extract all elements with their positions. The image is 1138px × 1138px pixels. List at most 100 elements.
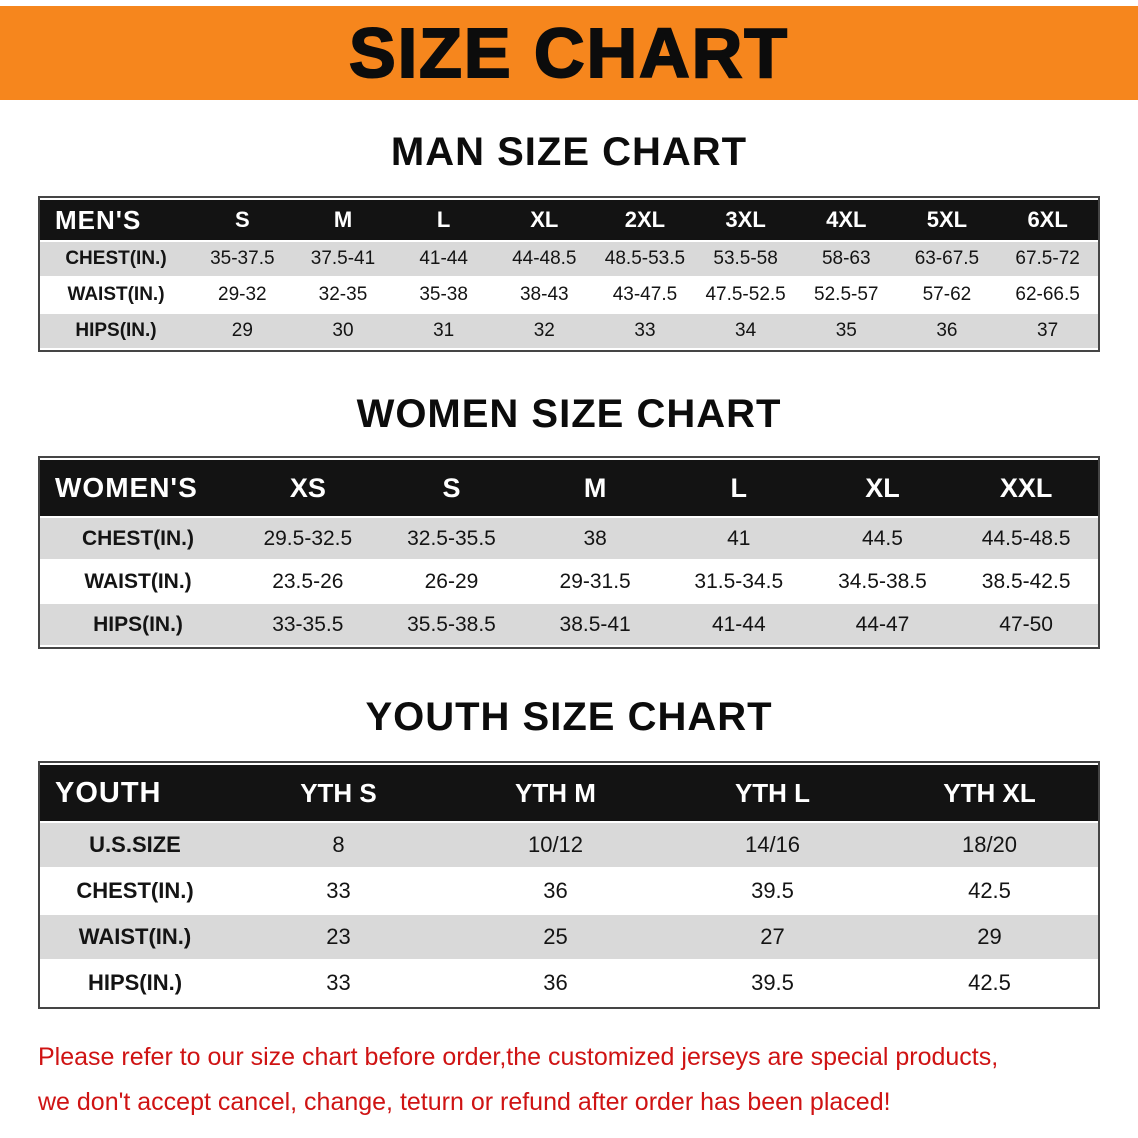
size-value-cell: 41 xyxy=(666,518,811,559)
size-value-cell: 52.5-57 xyxy=(795,278,897,312)
size-value-cell: 23.5-26 xyxy=(236,561,380,602)
measurement-row: HIPS(IN.) 29 30 31 32 33 34 35 36 37 xyxy=(40,314,1098,348)
row-label: HIPS(IN.) xyxy=(40,961,230,1005)
measurement-row: CHEST(IN.) 33 36 39.5 42.5 xyxy=(40,869,1098,913)
men-heading: MAN SIZE CHART xyxy=(390,130,748,174)
size-value-cell: 39.5 xyxy=(664,961,881,1005)
measurement-row: HIPS(IN.) 33-35.5 35.5-38.5 38.5-41 41-44 44-… xyxy=(40,604,1098,645)
size-value-cell: 62-66.5 xyxy=(997,278,1098,312)
size-value-cell: 48.5-53.5 xyxy=(594,242,696,276)
size-value-cell: 44-48.5 xyxy=(493,242,595,276)
size-value-cell: 26-29 xyxy=(379,561,524,602)
measurement-row: HIPS(IN.) 33 36 39.5 42.5 xyxy=(40,961,1098,1005)
size-value-cell: 35.5-38.5 xyxy=(379,604,524,645)
size-value-cell: 37 xyxy=(997,314,1098,348)
size-value-cell: 44-47 xyxy=(810,604,955,645)
header-row: MEN'S S M L XL 2XL 3XL 4XL 5XL 6XL xyxy=(40,200,1098,240)
row-label: HIPS(IN.) xyxy=(40,604,236,645)
size-value-cell: 31 xyxy=(393,314,494,348)
size-value-cell: 29-31.5 xyxy=(523,561,667,602)
disclaimer-text: Please refer to our size chart before or… xyxy=(38,1035,1128,1125)
youth-corner-label: YOUTH xyxy=(40,765,230,821)
size-value-cell: 38 xyxy=(523,518,667,559)
size-value-cell: 53.5-58 xyxy=(695,242,796,276)
size-value-cell: 34.5-38.5 xyxy=(810,561,955,602)
size-value-cell: 29 xyxy=(192,314,293,348)
size-column-header: XXL xyxy=(954,460,1098,516)
row-label: U.S.SIZE xyxy=(40,823,230,867)
size-column-header: 6XL xyxy=(997,200,1098,240)
size-column-header: YTH L xyxy=(664,765,881,821)
banner: SIZE CHART xyxy=(0,6,1138,100)
size-column-header: XL xyxy=(810,460,955,516)
header-row: YOUTH YTH S YTH M YTH L YTH XL xyxy=(40,765,1098,821)
size-value-cell: 42.5 xyxy=(881,869,1098,913)
size-value-cell: 36 xyxy=(447,869,664,913)
size-value-cell: 29.5-32.5 xyxy=(236,518,380,559)
measurement-row: WAIST(IN.) 29-32 32-35 35-38 38-43 43-47.5 47.… xyxy=(40,278,1098,312)
size-value-cell: 32.5-35.5 xyxy=(379,518,524,559)
size-value-cell: 36 xyxy=(447,961,664,1005)
size-value-cell: 10/12 xyxy=(447,823,664,867)
size-value-cell: 47.5-52.5 xyxy=(695,278,796,312)
size-value-cell: 30 xyxy=(292,314,394,348)
measurement-row: WAIST(IN.) 23.5-26 26-29 29-31.5 31.5-34.5 34… xyxy=(40,561,1098,602)
size-value-cell: 38.5-42.5 xyxy=(954,561,1098,602)
row-label: WAIST(IN.) xyxy=(40,915,230,959)
size-value-cell: 33 xyxy=(230,869,447,913)
row-label: CHEST(IN.) xyxy=(40,242,192,276)
size-value-cell: 67.5-72 xyxy=(997,242,1098,276)
size-value-cell: 42.5 xyxy=(881,961,1098,1005)
size-value-cell: 33-35.5 xyxy=(236,604,380,645)
disclaimer-line-2: we don't accept cancel, change, teturn o… xyxy=(38,1088,891,1116)
size-value-cell: 63-67.5 xyxy=(896,242,998,276)
section-men: MAN SIZE CHART MEN'S S M L XL 2XL 3XL 4XL 5XL 6XL C… xyxy=(0,130,1138,352)
size-value-cell: 57-62 xyxy=(896,278,998,312)
men-table: MEN'S S M L XL 2XL 3XL 4XL 5XL 6XL CHEST(IN.) 35-37… xyxy=(40,198,1098,350)
size-column-header: 4XL xyxy=(795,200,897,240)
size-value-cell: 29-32 xyxy=(192,278,293,312)
size-value-cell: 35-38 xyxy=(393,278,494,312)
women-table: WOMEN'S XS S M L XL XXL CHEST(IN.) 29.5-32.5 32.5… xyxy=(40,458,1098,647)
row-label: HIPS(IN.) xyxy=(40,314,192,348)
size-column-header: L xyxy=(666,460,811,516)
size-value-cell: 8 xyxy=(230,823,447,867)
row-label: CHEST(IN.) xyxy=(40,869,230,913)
men-size-table: MEN'S S M L XL 2XL 3XL 4XL 5XL 6XL CHEST(IN.) 35-37… xyxy=(38,196,1100,352)
size-value-cell: 58-63 xyxy=(795,242,897,276)
size-column-header: 5XL xyxy=(896,200,998,240)
measurement-row: U.S.SIZE 8 10/12 14/16 18/20 xyxy=(40,823,1098,867)
size-value-cell: 23 xyxy=(230,915,447,959)
youth-table: YOUTH YTH S YTH M YTH L YTH XL U.S.SIZE 8 10/12… xyxy=(40,763,1098,1007)
size-chart-page: SIZE CHART MAN SIZE CHART MEN'S S M L XL 2XL 3X… xyxy=(0,6,1138,1125)
size-value-cell: 44.5 xyxy=(810,518,955,559)
row-label: WAIST(IN.) xyxy=(40,278,192,312)
size-value-cell: 43-47.5 xyxy=(594,278,696,312)
size-value-cell: 36 xyxy=(896,314,998,348)
size-value-cell: 41-44 xyxy=(666,604,811,645)
size-column-header: 3XL xyxy=(695,200,796,240)
women-corner-label: WOMEN'S xyxy=(40,460,236,516)
size-column-header: S xyxy=(379,460,524,516)
size-value-cell: 37.5-41 xyxy=(292,242,394,276)
size-value-cell: 33 xyxy=(230,961,447,1005)
size-value-cell: 35 xyxy=(795,314,897,348)
size-value-cell: 18/20 xyxy=(881,823,1098,867)
size-value-cell: 34 xyxy=(695,314,796,348)
row-label: CHEST(IN.) xyxy=(40,518,236,559)
section-women: WOMEN SIZE CHART WOMEN'S XS S M L XL XXL CHEST(I… xyxy=(0,392,1138,649)
size-column-header: 2XL xyxy=(594,200,696,240)
size-value-cell: 47-50 xyxy=(954,604,1098,645)
measurement-row: CHEST(IN.) 29.5-32.5 32.5-35.5 38 41 44.5 44.5… xyxy=(40,518,1098,559)
size-value-cell: 44.5-48.5 xyxy=(954,518,1098,559)
size-value-cell: 41-44 xyxy=(393,242,494,276)
section-youth: YOUTH SIZE CHART YOUTH YTH S YTH M YTH L YTH … xyxy=(0,695,1138,1009)
size-value-cell: 38.5-41 xyxy=(523,604,667,645)
size-value-cell: 29 xyxy=(881,915,1098,959)
size-value-cell: 32 xyxy=(493,314,595,348)
size-column-header: S xyxy=(192,200,293,240)
size-column-header: YTH M xyxy=(447,765,664,821)
women-heading: WOMEN SIZE CHART xyxy=(356,392,782,436)
page-title: SIZE CHART xyxy=(348,14,789,92)
size-value-cell: 32-35 xyxy=(292,278,394,312)
